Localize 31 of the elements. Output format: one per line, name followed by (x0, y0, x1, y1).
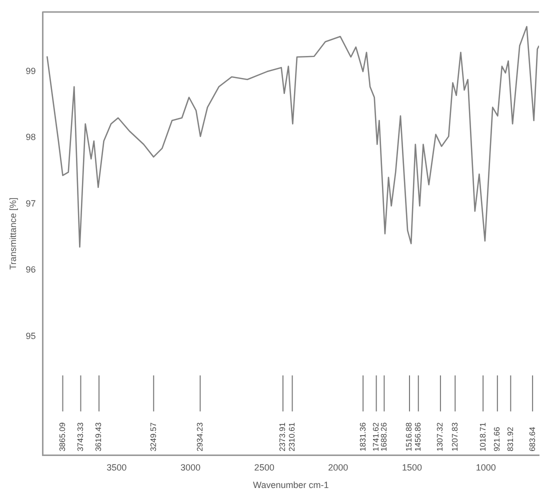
ref-line-label: 1831.36 (358, 422, 368, 452)
ref-line-label: 2373.91 (278, 422, 288, 452)
y-tick-label: 95 (26, 330, 36, 341)
ref-line-label: 1516.88 (404, 422, 414, 452)
ref-line-label: 1688.26 (379, 422, 388, 452)
y-tick-label: 97 (26, 198, 36, 208)
ref-line-label: 3249.57 (148, 422, 158, 452)
y-tick-label: 96 (26, 264, 36, 275)
ref-line-label: 1741.62 (372, 422, 381, 452)
y-tick-label: 98 (26, 132, 36, 142)
ref-line-label: 3865.09 (58, 422, 67, 452)
x-tick-label: 3000 (180, 462, 200, 472)
ref-line-label: 3619.43 (94, 422, 104, 452)
x-tick-label: 1000 (476, 462, 496, 472)
ref-line-label: 2310.61 (287, 422, 296, 452)
ref-line-label: 1018.71 (478, 422, 488, 452)
x-tick-label: 2500 (254, 462, 274, 472)
x-tick-label: 3500 (106, 462, 127, 472)
ref-line-label: 1207.83 (450, 422, 460, 452)
ref-line-label: 921.66 (492, 426, 502, 452)
ref-line-label: 1456.86 (414, 422, 423, 452)
ref-line-label: 1307.32 (436, 422, 445, 452)
ref-line-label: 2934.23 (195, 422, 204, 452)
x-tick-label: 1500 (402, 462, 422, 472)
ref-line-label: 683.64 (528, 426, 537, 452)
y-tick-label: 99 (26, 66, 36, 76)
ref-line-label: 831.92 (506, 426, 515, 452)
ref-line-label: 3743.33 (76, 422, 85, 452)
y-axis-title: Transmittance [%] (8, 198, 18, 270)
x-tick-label: 2000 (328, 462, 348, 472)
x-axis-title: Wavenumber cm-1 (253, 480, 329, 490)
